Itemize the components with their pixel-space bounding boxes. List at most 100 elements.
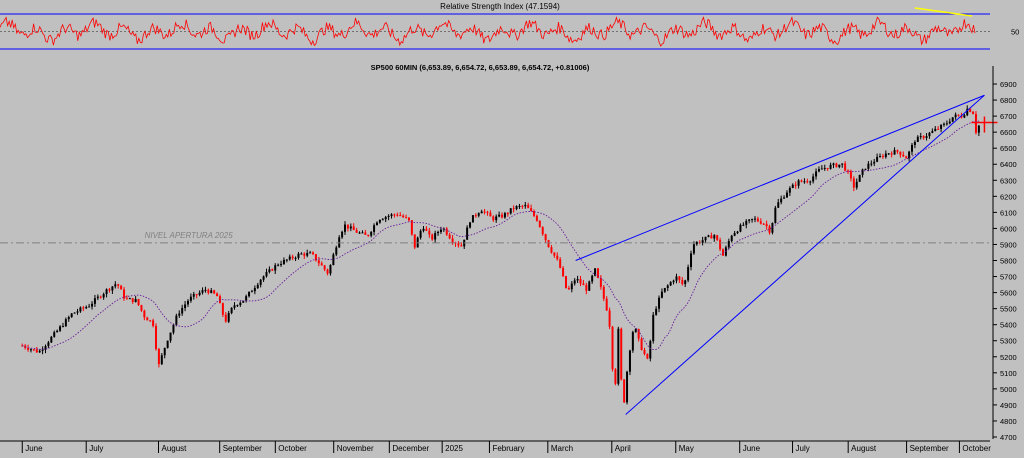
candle-body [474, 215, 477, 217]
candle-body [890, 153, 893, 155]
candle-body [297, 253, 300, 258]
candle-body [637, 328, 640, 339]
y-tick-label: 5000 [1000, 385, 1017, 394]
candle-body [399, 215, 402, 217]
candle-body [631, 332, 634, 351]
candle-body [352, 226, 355, 231]
candle-body [439, 229, 442, 232]
candle-body [710, 235, 713, 239]
candle-body [27, 347, 30, 350]
candle-body [591, 275, 594, 282]
y-tick-label: 4700 [1000, 433, 1017, 442]
candle-body [175, 315, 178, 325]
candle-body [114, 284, 117, 287]
candle-body [634, 328, 637, 333]
candle-body [527, 204, 530, 209]
candle-body [192, 294, 195, 297]
candle-body [419, 230, 422, 238]
candle-body [521, 205, 524, 207]
candle-body [224, 314, 227, 322]
candle-body [928, 132, 931, 137]
candle-body [160, 355, 163, 365]
candle-body [701, 240, 704, 243]
candle-body [765, 223, 768, 227]
candle-body [503, 213, 506, 218]
candle-body [829, 164, 832, 169]
candle-body [756, 218, 759, 222]
candle-body [596, 268, 599, 278]
moving-average-line [22, 120, 979, 350]
candle-body [466, 227, 469, 240]
candle-body [806, 181, 809, 183]
candle-body [748, 219, 751, 221]
candle-body [277, 264, 280, 266]
candle-body [954, 114, 957, 118]
candle-body [524, 204, 527, 207]
candle-body [599, 277, 602, 287]
candle-body [588, 281, 591, 291]
candle-body [535, 215, 538, 221]
candle-body [73, 312, 76, 314]
candle-body [910, 144, 913, 152]
candle-body [678, 276, 681, 280]
candle-body [102, 294, 105, 298]
rsi-tick-label: 50 [1011, 28, 1019, 37]
candle-body [602, 286, 605, 299]
candle-body [515, 206, 518, 209]
candle-body [189, 296, 192, 301]
candle-body [105, 289, 108, 295]
candle-body [346, 224, 349, 229]
candle-body [381, 219, 384, 221]
candle-body [626, 371, 629, 403]
candle-body [221, 303, 224, 315]
y-tick-label: 6700 [1000, 112, 1017, 121]
candle-body [777, 202, 780, 208]
candle-body [166, 340, 169, 348]
month-label: April [615, 444, 631, 453]
candle-body [111, 286, 114, 291]
month-label: December [392, 444, 429, 453]
candle-body [771, 222, 774, 233]
month-label: October [278, 444, 307, 453]
candle-body [570, 283, 573, 290]
candle-body [131, 298, 134, 302]
candle-body [361, 232, 364, 234]
candle-body [937, 128, 940, 130]
candle-body [794, 184, 797, 186]
price-y-axis: 4700 4800 4900 5000 5100 5200 5300 5400 5500 5600… [992, 66, 1017, 442]
candle-body [61, 326, 64, 328]
candle-body [716, 235, 719, 240]
candle-body [367, 234, 370, 236]
candle-body [282, 259, 285, 264]
y-tick-label: 6500 [1000, 144, 1017, 153]
candle-body [407, 217, 410, 221]
candle-body [445, 228, 448, 235]
candle-body [858, 174, 861, 182]
candle-body [509, 208, 512, 214]
candle-body [285, 259, 288, 261]
candle-body [477, 213, 480, 216]
candle-body [721, 249, 724, 256]
candle-body [974, 114, 977, 133]
candle-body [44, 346, 47, 350]
candle-body [256, 284, 259, 289]
candle-body [730, 235, 733, 242]
candle-body [820, 168, 823, 170]
trendline [575, 94, 985, 261]
candle-body [817, 169, 820, 172]
candle-body [541, 227, 544, 235]
candle-body [547, 240, 550, 248]
candle-body [695, 242, 698, 245]
candle-body [518, 205, 521, 207]
y-tick-label: 5100 [1000, 369, 1017, 378]
candle-body [745, 220, 748, 225]
candle-body [768, 226, 771, 233]
candle-body [791, 184, 794, 188]
candle-body [434, 233, 437, 240]
candle-body [288, 256, 291, 260]
candle-body [29, 349, 32, 351]
candle-body [125, 298, 128, 300]
candle-body [76, 311, 79, 313]
candle-body [681, 279, 684, 285]
candle-body [931, 130, 934, 133]
